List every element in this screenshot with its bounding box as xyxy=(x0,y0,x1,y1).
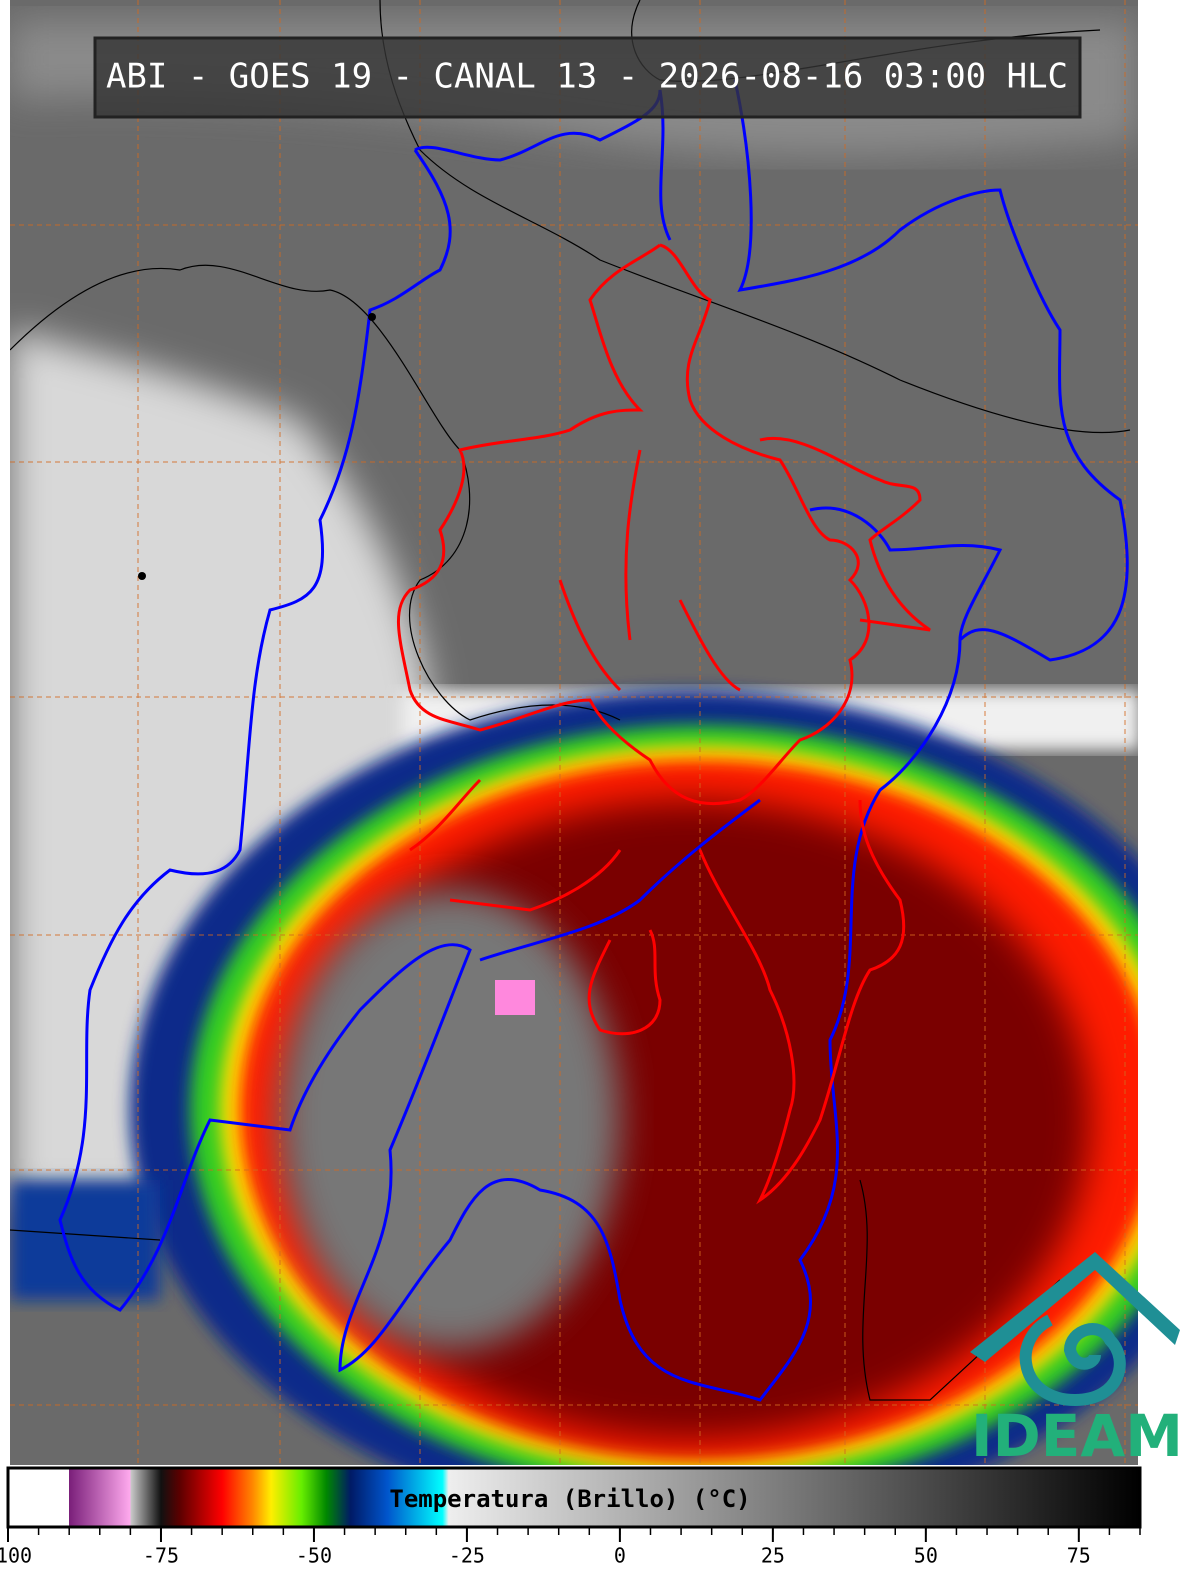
colorbar-label: Temperatura (Brillo) (°C) xyxy=(389,1485,750,1513)
tick-label: 0 xyxy=(614,1544,626,1568)
colorbar-scale xyxy=(6,1466,1142,1529)
map-title: ABI - GOES 19 - CANAL 13 - 2026-08-16 03… xyxy=(106,57,1068,97)
colorbar: Temperatura (Brillo) (°C) -100 -75 -50 -25 0… xyxy=(0,1466,1142,1568)
logo: IDEAM xyxy=(970,1252,1183,1470)
satellite-map xyxy=(10,0,1138,1465)
tick-label: -25 xyxy=(449,1544,485,1568)
tick-label: -100 xyxy=(0,1544,32,1568)
tick-label: 25 xyxy=(761,1544,785,1568)
tick-label: -75 xyxy=(143,1544,179,1568)
storm-core xyxy=(280,890,620,1350)
logo-swirl xyxy=(1019,1314,1126,1407)
title-background xyxy=(93,36,1082,119)
logo-text: IDEAM xyxy=(971,1402,1183,1470)
tick-label: 75 xyxy=(1067,1544,1091,1568)
coldest-spot xyxy=(495,980,535,1015)
logo-roof xyxy=(970,1252,1180,1362)
tick-label: 50 xyxy=(914,1544,938,1568)
tick-label: -50 xyxy=(296,1544,332,1568)
title-box: ABI - GOES 19 - CANAL 13 - 2026-08-16 03… xyxy=(93,36,1082,119)
grid xyxy=(10,0,1138,1465)
city-dot xyxy=(138,572,146,580)
city-dot xyxy=(368,313,376,321)
